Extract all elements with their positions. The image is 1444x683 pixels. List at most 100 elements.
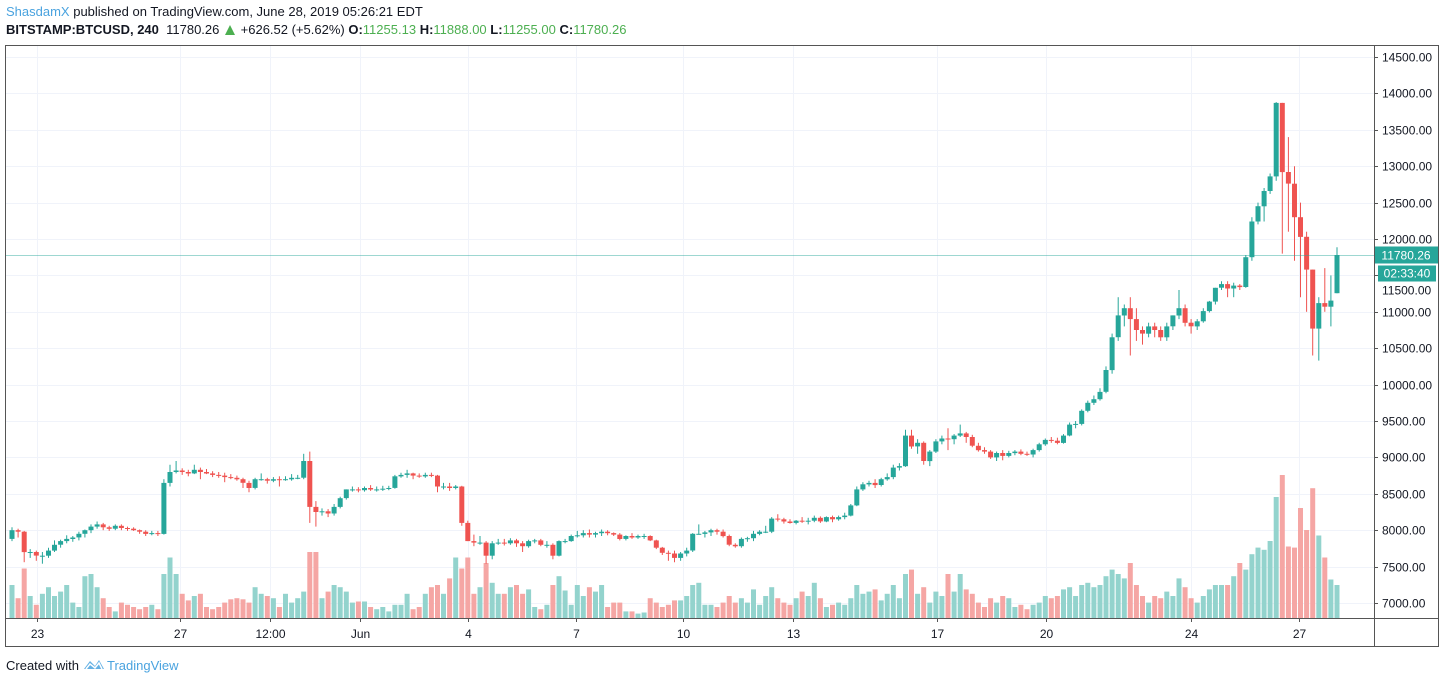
author-link[interactable]: ShasdamX bbox=[6, 4, 70, 19]
candle-up bbox=[58, 539, 64, 548]
candle-up bbox=[927, 450, 933, 467]
volume-bar bbox=[179, 593, 185, 618]
candle-body bbox=[720, 531, 726, 537]
candle-body bbox=[131, 528, 137, 531]
candle-down bbox=[483, 541, 489, 564]
candle-body bbox=[1085, 402, 1091, 411]
candle-body bbox=[58, 541, 64, 545]
candle-body bbox=[489, 543, 495, 556]
candle-up bbox=[1176, 290, 1182, 320]
volume-bar bbox=[1109, 569, 1115, 618]
volume-bar bbox=[1249, 554, 1255, 618]
candle-down bbox=[909, 429, 914, 449]
time-tick-label: 13 bbox=[787, 627, 801, 641]
candle-body bbox=[672, 553, 677, 558]
volume-bar bbox=[1024, 609, 1030, 618]
volume-bar bbox=[234, 598, 240, 618]
candle-down bbox=[714, 528, 720, 535]
candle-down bbox=[629, 533, 635, 539]
candle-up bbox=[1255, 202, 1261, 225]
candle-body bbox=[702, 532, 708, 534]
volume-bar bbox=[878, 600, 884, 618]
candle-down bbox=[1140, 326, 1145, 345]
candle-body bbox=[811, 517, 817, 521]
candle-body bbox=[185, 472, 191, 474]
candle-body bbox=[817, 517, 823, 522]
candle-body bbox=[1188, 322, 1194, 327]
volume-bar bbox=[909, 569, 914, 618]
volume-bar bbox=[1018, 604, 1024, 618]
candle-body bbox=[842, 515, 848, 518]
candle-body bbox=[1304, 236, 1310, 270]
candle-body bbox=[520, 543, 526, 547]
candle-up bbox=[1061, 434, 1066, 444]
volume-bar bbox=[568, 604, 574, 618]
volume-bar bbox=[629, 611, 635, 618]
volume-bar bbox=[9, 585, 15, 618]
volume-bar bbox=[884, 593, 890, 618]
volume-bar bbox=[1091, 587, 1097, 618]
candle-body bbox=[1298, 217, 1303, 237]
candle-up bbox=[1085, 400, 1091, 413]
candle-up bbox=[112, 524, 118, 531]
candle-up bbox=[708, 528, 714, 536]
price-tick-label: 10500.00 bbox=[1382, 342, 1432, 356]
tradingview-link[interactable]: TradingView bbox=[106, 658, 179, 673]
candle-body bbox=[903, 435, 908, 467]
candle-body bbox=[514, 540, 519, 544]
symbol-legend: BITSTAMP:BTCUSD, 240 11780.26 +626.52 (+… bbox=[6, 22, 626, 37]
candle-body bbox=[1310, 269, 1316, 329]
candle-body bbox=[647, 536, 653, 541]
candle-body bbox=[550, 544, 556, 556]
volume-bar bbox=[319, 598, 325, 618]
candle-up bbox=[860, 482, 866, 491]
candle-up bbox=[1067, 422, 1073, 437]
volume-bar bbox=[532, 607, 538, 618]
candle-down bbox=[982, 447, 987, 454]
volume-bar bbox=[1097, 585, 1103, 618]
volume-bar bbox=[1304, 530, 1310, 618]
candle-up bbox=[489, 541, 495, 560]
candle-body bbox=[495, 542, 501, 544]
candle-body bbox=[866, 482, 872, 485]
time-axis[interactable]: 23 27 12:00 Jun 4 7 10 13 17 20 24 27 bbox=[31, 618, 1307, 641]
created-with-text: Created with bbox=[6, 658, 79, 673]
last-price-box bbox=[1375, 246, 1438, 264]
candle-body bbox=[714, 530, 720, 532]
candle-up bbox=[562, 538, 568, 544]
price-axis[interactable]: 14500.00 14000.00 13500.00 13000.00 12500.00… bbox=[1374, 51, 1432, 611]
volume-bar bbox=[757, 604, 763, 618]
volume-bar bbox=[769, 587, 775, 618]
candle-up bbox=[495, 538, 501, 545]
candle-down bbox=[1310, 269, 1316, 356]
candle-body bbox=[76, 533, 82, 538]
candle-body bbox=[1255, 206, 1261, 222]
time-tick-label: 4 bbox=[465, 627, 472, 641]
candle-up bbox=[793, 520, 799, 525]
volume-bar bbox=[599, 585, 605, 618]
volume-bar bbox=[793, 598, 799, 618]
time-tick-label: 24 bbox=[1185, 627, 1199, 641]
candle-up bbox=[1079, 409, 1085, 426]
candle-body bbox=[915, 442, 921, 447]
candle-body bbox=[422, 474, 428, 477]
candle-down bbox=[611, 532, 617, 536]
volume-bar bbox=[295, 598, 301, 618]
volume-bar bbox=[842, 604, 848, 618]
volume-bar bbox=[720, 602, 726, 618]
candle-down bbox=[228, 474, 234, 480]
candle-up bbox=[866, 480, 872, 487]
candle-body bbox=[1103, 370, 1109, 392]
candle-body bbox=[100, 524, 106, 528]
volume-bar bbox=[738, 598, 744, 618]
high-value: 11888.00 bbox=[433, 22, 487, 37]
candle-body bbox=[1006, 453, 1012, 456]
candle-up bbox=[878, 477, 884, 487]
volume-bar bbox=[149, 604, 155, 618]
candle-up bbox=[763, 525, 769, 534]
candle-down bbox=[1304, 231, 1310, 312]
volume-bar bbox=[830, 604, 835, 618]
candle-up bbox=[1206, 300, 1212, 313]
volume-bar bbox=[289, 602, 295, 618]
